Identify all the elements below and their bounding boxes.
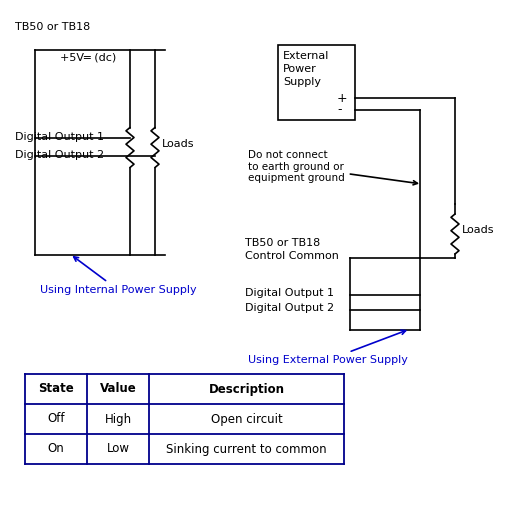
Text: TB50 or TB18: TB50 or TB18 — [15, 22, 90, 32]
Text: Digital Output 2: Digital Output 2 — [15, 150, 104, 159]
Text: Power: Power — [282, 64, 316, 74]
Text: Control Common: Control Common — [244, 251, 338, 261]
Text: Loads: Loads — [461, 225, 494, 235]
Text: State: State — [38, 382, 74, 395]
Text: Using Internal Power Supply: Using Internal Power Supply — [40, 257, 196, 295]
Text: Do not connect
to earth ground or
equipment ground: Do not connect to earth ground or equipm… — [247, 150, 416, 185]
Text: Using External Power Supply: Using External Power Supply — [247, 330, 407, 365]
Text: TB50 or TB18: TB50 or TB18 — [244, 238, 320, 248]
Text: Value: Value — [99, 382, 136, 395]
Text: Digital Output 1: Digital Output 1 — [15, 132, 104, 141]
Text: Off: Off — [47, 413, 65, 426]
Text: High: High — [104, 413, 131, 426]
Bar — [277, 45, 354, 120]
Text: Open circuit: Open circuit — [210, 413, 282, 426]
Text: Loads: Loads — [162, 138, 194, 149]
Text: Digital Output 2: Digital Output 2 — [244, 303, 333, 313]
Text: -: - — [336, 103, 341, 117]
Text: +: + — [336, 91, 347, 104]
Text: Low: Low — [106, 443, 129, 455]
Text: Supply: Supply — [282, 77, 320, 87]
Text: Digital Output 1: Digital Output 1 — [244, 288, 333, 298]
Text: On: On — [47, 443, 64, 455]
Text: +5V═ (dc): +5V═ (dc) — [60, 52, 116, 62]
Text: External: External — [282, 51, 329, 61]
Text: Description: Description — [208, 382, 284, 395]
Text: Sinking current to common: Sinking current to common — [166, 443, 326, 455]
